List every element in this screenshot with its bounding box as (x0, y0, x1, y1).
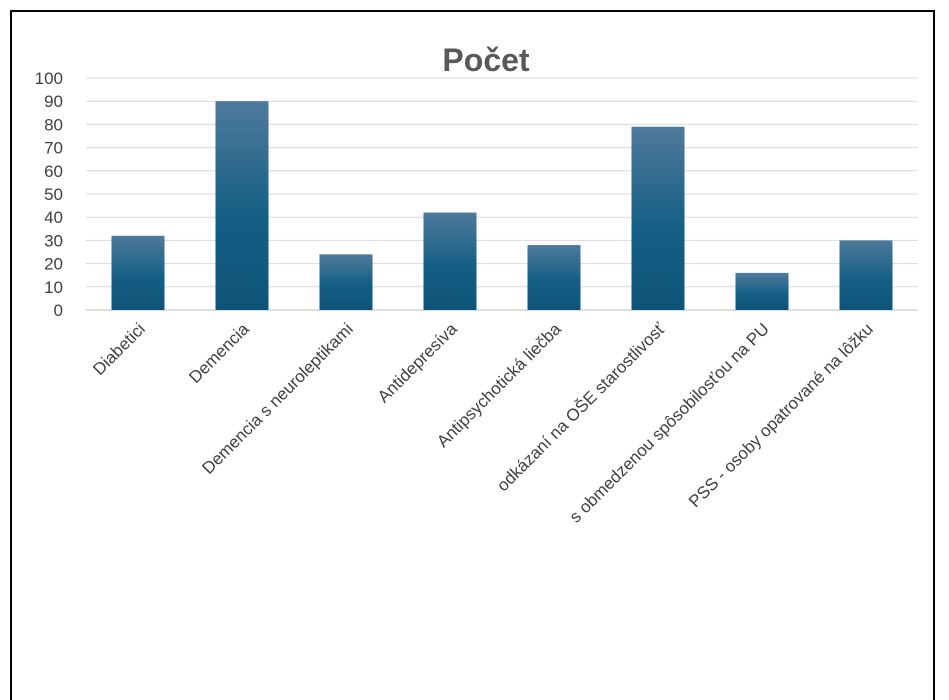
bar (631, 126, 685, 310)
y-tick-label: 20 (44, 255, 63, 274)
y-tick-label: 40 (44, 208, 63, 227)
y-tick-label: 80 (44, 115, 63, 134)
chart-frame (10, 10, 935, 700)
bar (527, 245, 581, 310)
y-axis-ticks: 0 10 20 30 40 50 60 70 80 90 100 (35, 69, 63, 320)
y-tick-label: 60 (44, 162, 63, 181)
bars (111, 101, 893, 310)
bar (215, 101, 269, 310)
x-tick-label: Antidepresíva (374, 319, 461, 406)
bar (111, 235, 165, 310)
x-tick-label: Diabetici (89, 319, 149, 379)
y-tick-label: 50 (44, 185, 63, 204)
y-tick-label: 0 (54, 301, 63, 320)
y-tick-label: 10 (44, 278, 63, 297)
x-tick-label: s obmedzenou spôsobilosťou na PU (566, 319, 773, 526)
bar (423, 212, 477, 310)
bar (839, 240, 893, 310)
chart-title: Počet (442, 42, 529, 78)
y-tick-label: 30 (44, 231, 63, 250)
bar (735, 272, 789, 310)
y-tick-label: 90 (44, 92, 63, 111)
x-tick-label: Demencia (185, 319, 253, 387)
y-tick-label: 100 (35, 69, 63, 88)
y-tick-label: 70 (44, 139, 63, 158)
bar (319, 254, 373, 310)
x-tick-label: odkázaní na OŠE starostlivosť (493, 319, 669, 495)
x-tick-label: PSS - osoby opatrované na lôžku (685, 319, 877, 511)
gridlines (86, 77, 918, 311)
